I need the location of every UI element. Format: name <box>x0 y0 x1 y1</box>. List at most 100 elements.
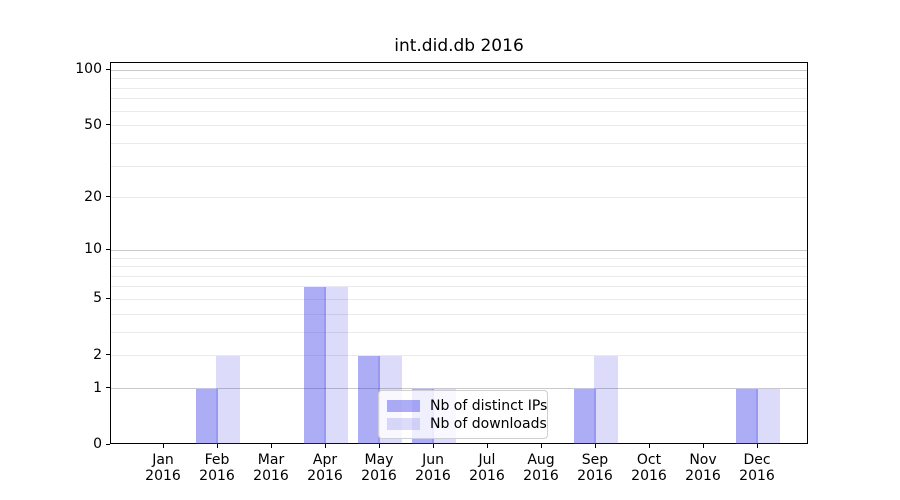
x-label-month: Dec <box>743 452 771 468</box>
gridline-minor-40 <box>111 142 807 144</box>
x-label-year: 2016 <box>523 468 559 484</box>
x-tick-label-jan: Jan 2016 <box>133 452 193 484</box>
x-tick-label-dec: Dec 2016 <box>727 452 787 484</box>
x-tick-feb <box>216 444 218 448</box>
x-tick-oct <box>648 444 650 448</box>
x-label-month: Mar <box>257 452 285 468</box>
x-label-month: Aug <box>527 452 555 468</box>
y-tick-label-100: 100 <box>75 61 102 78</box>
x-tick-label-feb: Feb 2016 <box>187 452 247 484</box>
x-label-month: Feb <box>204 452 230 468</box>
gridline-minor-7 <box>111 275 807 277</box>
y-tick-10 <box>106 248 110 250</box>
x-label-year: 2016 <box>685 468 721 484</box>
legend-label-downloads: Nb of downloads <box>430 415 547 432</box>
x-tick-jun <box>432 444 434 448</box>
gridline-major-100 <box>111 69 807 71</box>
gridline-minor-70 <box>111 98 807 100</box>
gridline-minor-4 <box>111 313 807 315</box>
gridline-minor-2 <box>111 355 807 357</box>
gridline-minor-8 <box>111 266 807 268</box>
x-label-year: 2016 <box>199 468 235 484</box>
y-tick-label-50: 50 <box>84 116 102 133</box>
gridline-minor-60 <box>111 110 807 112</box>
x-label-year: 2016 <box>253 468 289 484</box>
plot-area: Nb of distinct IPs Nb of downloads <box>110 62 808 444</box>
bar-distinct-ips-feb <box>196 388 218 444</box>
x-label-month: May <box>364 452 394 468</box>
x-label-year: 2016 <box>361 468 397 484</box>
x-label-year: 2016 <box>577 468 613 484</box>
y-tick-label-0: 0 <box>93 436 102 452</box>
bar-distinct-ips-apr <box>304 286 326 444</box>
gridline-minor-3 <box>111 331 807 333</box>
bar-downloads-dec <box>756 388 780 444</box>
x-tick-apr <box>324 444 326 448</box>
x-label-year: 2016 <box>739 468 775 484</box>
chart-title: int.did.db 2016 <box>394 36 524 56</box>
x-label-month: Jul <box>478 452 496 468</box>
legend-swatch-distinct-ips <box>387 399 420 412</box>
legend-item-distinct-ips: Nb of distinct IPs <box>387 397 547 414</box>
x-tick-jan <box>162 444 164 448</box>
y-tick-label-5: 5 <box>93 290 102 307</box>
x-label-month: Apr <box>312 452 338 468</box>
x-label-month: Jun <box>422 452 444 468</box>
x-tick-label-oct: Oct 2016 <box>619 452 679 484</box>
gridline-minor-80 <box>111 87 807 89</box>
x-tick-label-jun: Jun 2016 <box>403 452 463 484</box>
legend-item-downloads: Nb of downloads <box>387 415 547 432</box>
bar-distinct-ips-may <box>358 355 380 444</box>
y-tick-label-2: 2 <box>93 346 102 363</box>
x-label-month: Oct <box>636 452 662 468</box>
bar-distinct-ips-dec <box>736 388 758 444</box>
bar-downloads-sep <box>594 355 618 444</box>
bar-downloads-feb <box>216 355 240 444</box>
x-tick-label-may: May 2016 <box>349 452 409 484</box>
x-tick-may <box>378 444 380 448</box>
y-tick-label-10: 10 <box>84 241 102 258</box>
x-label-year: 2016 <box>469 468 505 484</box>
x-tick-sep <box>594 444 596 448</box>
y-tick-20 <box>106 196 110 198</box>
y-tick-0 <box>106 443 110 445</box>
gridline-major-1 <box>111 388 807 390</box>
x-tick-label-sep: Sep 2016 <box>565 452 625 484</box>
gridline-major-10 <box>111 249 807 251</box>
gridline-minor-20 <box>111 197 807 199</box>
x-label-month: Nov <box>689 452 717 468</box>
y-tick-50 <box>106 124 110 126</box>
x-label-month: Sep <box>581 452 609 468</box>
x-tick-aug <box>540 444 542 448</box>
bar-downloads-apr <box>324 286 348 444</box>
gridline-minor-6 <box>111 286 807 288</box>
gridline-minor-50 <box>111 125 807 127</box>
y-tick-label-20: 20 <box>84 188 102 205</box>
gridline-minor-5 <box>111 298 807 300</box>
x-tick-label-aug: Aug 2016 <box>511 452 571 484</box>
x-label-year: 2016 <box>631 468 667 484</box>
x-label-year: 2016 <box>415 468 451 484</box>
legend: Nb of distinct IPs Nb of downloads <box>378 390 548 439</box>
x-label-year: 2016 <box>307 468 343 484</box>
x-label-year: 2016 <box>145 468 181 484</box>
x-tick-label-mar: Mar 2016 <box>241 452 301 484</box>
gridline-minor-9 <box>111 257 807 259</box>
y-tick-5 <box>106 297 110 299</box>
gridline-minor-30 <box>111 165 807 167</box>
x-tick-nov <box>702 444 704 448</box>
bar-distinct-ips-sep <box>574 388 596 444</box>
legend-swatch-downloads <box>387 417 420 430</box>
x-tick-jul <box>486 444 488 448</box>
y-tick-1 <box>106 387 110 389</box>
x-tick-dec <box>756 444 758 448</box>
gridline-minor-90 <box>111 78 807 80</box>
y-tick-100 <box>106 68 110 70</box>
x-label-month: Jan <box>152 452 174 468</box>
x-tick-mar <box>270 444 272 448</box>
y-tick-label-1: 1 <box>93 379 102 396</box>
y-tick-2 <box>106 354 110 356</box>
legend-label-distinct-ips: Nb of distinct IPs <box>430 397 548 414</box>
x-tick-label-apr: Apr 2016 <box>295 452 355 484</box>
